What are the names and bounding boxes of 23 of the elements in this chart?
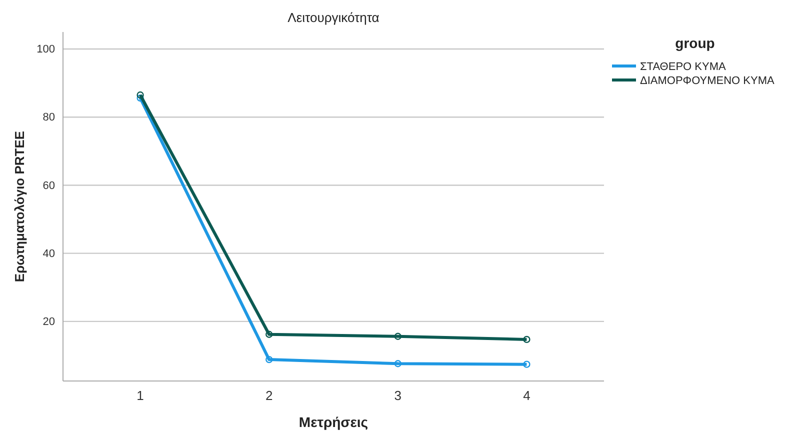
point [394, 332, 402, 340]
x-tick-label: 2 [265, 388, 273, 404]
x-tick-label: 1 [136, 388, 144, 404]
x-axis-title: Μετρήσεις [298, 414, 368, 430]
x-tick-label: 4 [523, 388, 530, 404]
point [266, 356, 273, 364]
point [266, 330, 273, 338]
point [523, 360, 530, 368]
point [523, 336, 530, 344]
point [136, 91, 144, 99]
point [136, 94, 144, 102]
chart-title: Λειτουργικότητα [288, 10, 380, 25]
legend-title: group [675, 35, 715, 51]
legend-label: ΣΤΑΘΕΡΟ ΚΥΜΑ [640, 61, 726, 73]
point [394, 360, 402, 368]
y-tick-label: 80 [42, 112, 55, 124]
y-tick-label: 60 [42, 180, 55, 192]
y-tick-label: 40 [42, 248, 55, 260]
y-tick-label: 20 [42, 316, 55, 328]
x-tick-label: 3 [394, 388, 402, 404]
legend-label: ΔΙΑΜΟΡΦΟΥΜΕΝΟ ΚΥΜΑ [640, 75, 776, 87]
y-tick-label: 100 [36, 44, 55, 56]
y-axis-title: Ερωτηματολόγιο PRTEE [12, 130, 27, 282]
